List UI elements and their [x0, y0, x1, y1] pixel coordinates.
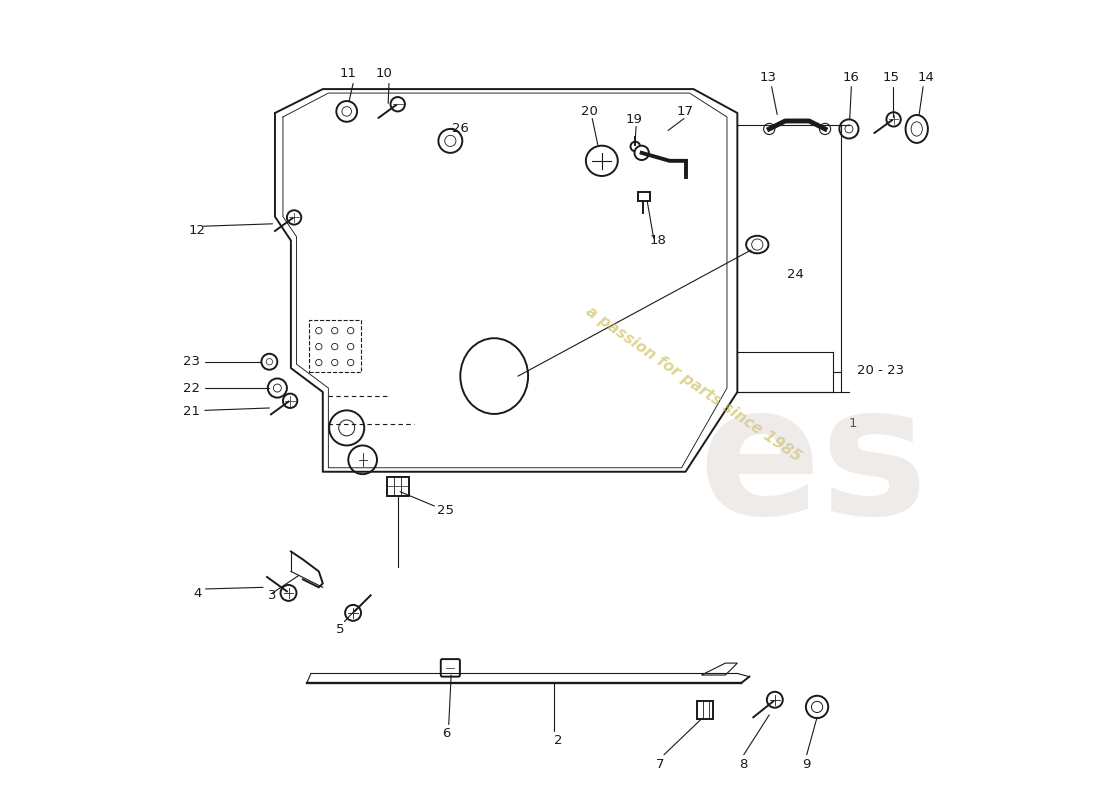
Circle shape — [635, 146, 649, 160]
Text: 26: 26 — [452, 122, 469, 135]
Circle shape — [630, 142, 640, 151]
Text: 17: 17 — [676, 105, 694, 118]
Text: 24: 24 — [788, 267, 804, 281]
Ellipse shape — [460, 338, 528, 414]
Circle shape — [329, 410, 364, 446]
Text: 1: 1 — [849, 418, 857, 430]
Bar — [309, 320, 361, 372]
Text: 2: 2 — [553, 734, 562, 747]
Text: 11: 11 — [340, 66, 356, 80]
Bar — [386, 477, 409, 496]
Circle shape — [439, 129, 462, 153]
Polygon shape — [702, 663, 737, 675]
Circle shape — [283, 394, 297, 408]
Text: 16: 16 — [843, 70, 859, 84]
Circle shape — [839, 119, 858, 138]
Circle shape — [267, 378, 287, 398]
Text: 8: 8 — [739, 758, 747, 771]
Text: 14: 14 — [917, 70, 935, 84]
Bar — [697, 702, 714, 719]
Text: 20: 20 — [581, 105, 597, 118]
Text: 9: 9 — [803, 758, 811, 771]
Text: 15: 15 — [882, 70, 900, 84]
Circle shape — [763, 123, 774, 134]
Circle shape — [390, 97, 405, 111]
Text: 12: 12 — [188, 225, 206, 238]
Text: 22: 22 — [183, 382, 200, 394]
Ellipse shape — [746, 236, 769, 254]
Circle shape — [767, 692, 783, 708]
Text: 23: 23 — [183, 355, 200, 368]
Text: 10: 10 — [376, 66, 393, 80]
Circle shape — [337, 101, 358, 122]
Text: 6: 6 — [442, 726, 451, 740]
Circle shape — [820, 123, 830, 134]
Text: 7: 7 — [656, 758, 664, 771]
Text: 3: 3 — [268, 589, 277, 602]
Text: 21: 21 — [183, 406, 200, 418]
Circle shape — [887, 112, 901, 126]
Bar — [638, 192, 650, 202]
Circle shape — [806, 696, 828, 718]
Ellipse shape — [586, 146, 618, 176]
Text: es: es — [698, 376, 928, 552]
Text: 19: 19 — [625, 113, 642, 126]
Circle shape — [262, 354, 277, 370]
Text: 4: 4 — [194, 587, 201, 600]
Text: a passion for parts since 1985: a passion for parts since 1985 — [583, 303, 804, 465]
Ellipse shape — [905, 115, 928, 143]
Text: 25: 25 — [437, 503, 454, 517]
Circle shape — [349, 446, 377, 474]
Text: 13: 13 — [759, 70, 777, 84]
Text: 18: 18 — [649, 234, 667, 247]
Text: 5: 5 — [337, 623, 344, 636]
Circle shape — [345, 605, 361, 621]
FancyBboxPatch shape — [441, 659, 460, 677]
Circle shape — [287, 210, 301, 225]
Text: 20 - 23: 20 - 23 — [857, 364, 904, 377]
Circle shape — [280, 585, 297, 601]
